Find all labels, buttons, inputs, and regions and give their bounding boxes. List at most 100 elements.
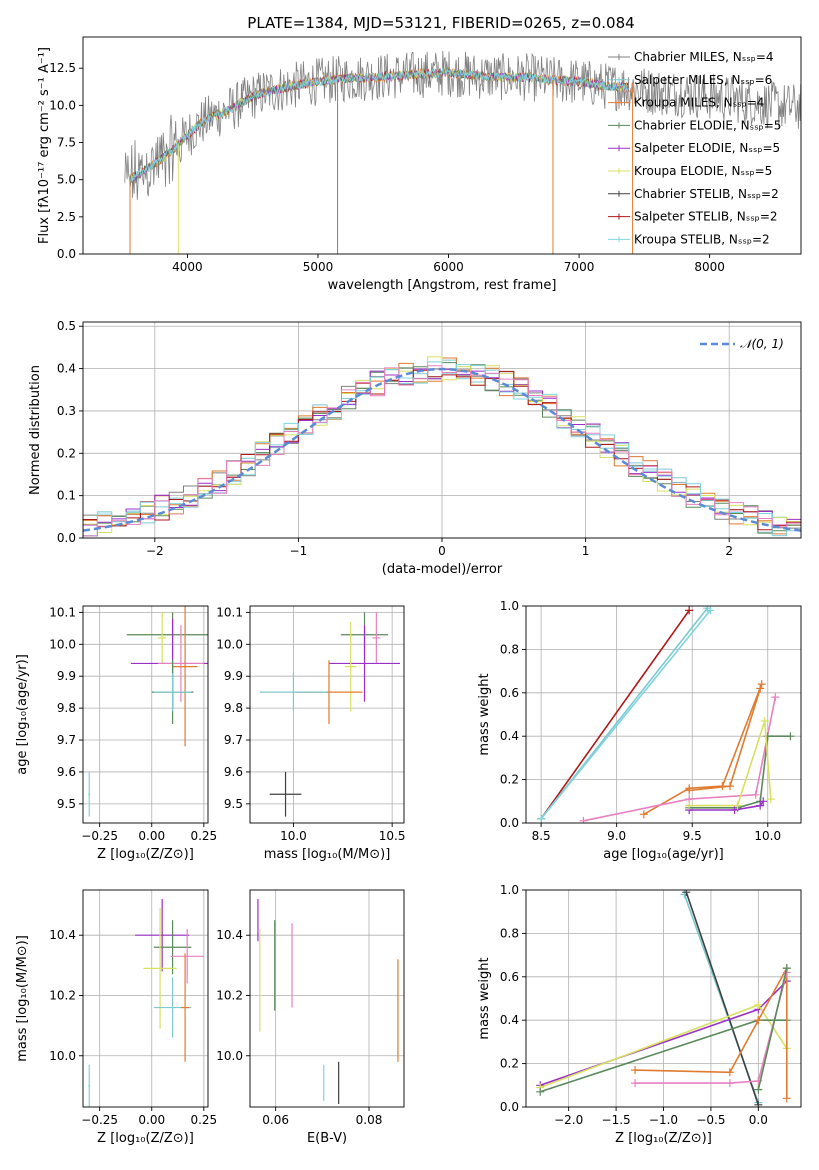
y-tick-label: 2.5 — [57, 210, 76, 224]
mass-weight-point — [536, 1087, 545, 1096]
mass-weight-point — [579, 816, 588, 823]
spectrum-series-line — [129, 67, 629, 182]
mass-weight-point — [754, 1016, 763, 1025]
x-tick-label: 0 — [438, 544, 446, 558]
x-tick-label: 8000 — [694, 260, 725, 274]
mass-weight-point — [685, 801, 694, 810]
spectrum-series-line — [129, 67, 634, 183]
mass-weight-point — [631, 1066, 640, 1075]
y-tick-label: 0.8 — [500, 926, 519, 940]
panel-spectrum: 4000 5000 6000 7000 8000 0.0 2.5 5.0 7.5 10.0 12.5… — [37, 36, 802, 293]
x-tick-label: 10.5 — [379, 829, 406, 843]
y-tick-label: 9.7 — [57, 733, 76, 747]
x-tick-label: 10.0 — [754, 829, 781, 843]
x-tick-label: −0.25 — [81, 1113, 118, 1127]
y-tick-label: 12.5 — [49, 61, 76, 75]
plot-area-mass-vs-Z — [88, 899, 204, 1107]
y-tick-label: 9.9 — [224, 669, 243, 683]
x-tick-label: 0.06 — [262, 1113, 289, 1127]
y-tick-label: 10.0 — [49, 637, 76, 651]
y-tick-label: 0.4 — [500, 1013, 519, 1027]
panel-age-vs-Z: −0.25 0.00 0.25 9.5 9.6 9.7 9.8 9.9 10.0 10.1 Z [l… — [15, 605, 217, 862]
y-axis-label: Flux [fλ10⁻¹⁷ erg cm⁻² s⁻¹ A⁻¹] — [37, 47, 52, 244]
mass-weight-series-line — [685, 891, 760, 1106]
x-tick-label: −0.25 — [81, 829, 118, 843]
legend-label: Salpeter ELODIE, Nₛₛₚ=5 — [634, 141, 780, 155]
axes-frame — [82, 605, 209, 824]
mass-weight-point — [537, 814, 546, 823]
y-tick-label: 0.1 — [57, 489, 76, 503]
mass-weight-point — [733, 801, 742, 810]
x-tick-label: 0.0 — [749, 1113, 768, 1127]
x-tick-label: 4000 — [172, 260, 203, 274]
mass-weight-point — [760, 717, 769, 726]
y-tick-label: 0.6 — [500, 970, 519, 984]
mass-weight-point — [682, 890, 691, 897]
plot-area-massweight-vs-Z — [536, 890, 791, 1107]
y-tick-label: 10.0 — [216, 637, 243, 651]
mass-weight-point — [756, 801, 765, 810]
legend-label: Kroupa ELODIE, Nₛₛₚ=5 — [634, 164, 772, 178]
y-tick-label: 0.2 — [500, 1057, 519, 1071]
panel-massweight-vs-age: 8.5 9.0 9.5 10.0 0.0 0.2 0.4 0.6 0.8 1.0 age [log₁… — [477, 599, 802, 862]
legend-label: Salpeter MILES, Nₛₛₚ=6 — [634, 73, 772, 87]
mass-weight-point — [782, 964, 791, 973]
x-axis-label: Z [log₁₀(Z/Z⊙)] — [97, 1131, 194, 1146]
y-tick-label: 0.8 — [500, 642, 519, 656]
axes-frame — [249, 605, 405, 824]
y-tick-label: 10.2 — [49, 988, 76, 1002]
plot-area-age-vs-Z — [88, 606, 208, 817]
legend-label: 𝒩(0, 1) — [740, 337, 784, 351]
y-tick-label: 0.6 — [500, 686, 519, 700]
axes-frame — [82, 889, 209, 1108]
legend-label: Kroupa STELIB, Nₛₛₚ=2 — [634, 232, 770, 246]
x-tick-label: 0.25 — [190, 1113, 217, 1127]
x-tick-label: 10.0 — [280, 829, 307, 843]
plot-area-residuals — [83, 356, 801, 538]
mass-weight-point — [757, 680, 766, 689]
x-tick-label: 9.0 — [607, 829, 626, 843]
y-tick-label: 0.0 — [57, 531, 76, 545]
normal-curve — [83, 367, 801, 532]
panel-mass-vs-EBV: 0.06 0.08 10.0 10.2 10.4 E(B-V) — [216, 889, 405, 1146]
y-tick-label: 0.0 — [57, 247, 76, 261]
panel-age-vs-mass: 10.0 10.5 9.5 9.6 9.7 9.8 9.9 10.0 10.1 mass [log… — [216, 605, 405, 862]
mass-weight-series-line — [757, 967, 788, 1090]
panel-residuals: −2 −1 0 1 2 0.0 0.1 0.2 0.3 0.4 0.5 (data-model)/er… — [28, 319, 802, 577]
y-tick-label: 0.5 — [57, 319, 76, 333]
x-tick-label: 0.25 — [190, 829, 217, 843]
x-axis-label: wavelength [Angstrom, rest frame] — [328, 278, 557, 293]
x-tick-label: −2.0 — [554, 1113, 583, 1127]
mass-weight-point — [782, 1094, 791, 1103]
y-tick-label: 9.6 — [57, 765, 76, 779]
mass-weight-point — [786, 732, 795, 741]
mass-weight-point — [754, 1100, 763, 1107]
y-tick-label: 0.4 — [500, 729, 519, 743]
mass-weight-point — [754, 1001, 763, 1010]
mass-weight-point — [631, 1079, 640, 1088]
y-tick-label: 10.4 — [49, 928, 76, 942]
mass-weight-series-line — [540, 609, 690, 820]
x-tick-label: 2 — [725, 544, 733, 558]
y-tick-label: 10.2 — [216, 988, 243, 1002]
mass-weight-series-line — [689, 688, 761, 792]
plot-area-mass-vs-EBV — [257, 899, 399, 1104]
mass-weight-series-line — [689, 800, 764, 811]
y-axis-label: mass weight — [477, 673, 492, 755]
mass-weight-point — [730, 805, 739, 814]
x-tick-label: 7000 — [564, 260, 595, 274]
mass-weight-point — [751, 790, 760, 799]
y-axis-label: mass [log₁₀(M/M⊙)] — [15, 935, 30, 1062]
axes-frame — [82, 36, 802, 255]
y-tick-label: 0.4 — [57, 362, 76, 376]
plot-area-spectrum — [124, 50, 801, 254]
figure-title: PLATE=1384, MJD=53121, FIBERID=0265, z=0… — [247, 14, 634, 32]
x-axis-label: mass [log₁₀(M/M⊙)] — [264, 847, 391, 862]
x-tick-label: −2 — [146, 544, 164, 558]
legend-label: Salpeter STELIB, Nₛₛₚ=2 — [634, 210, 778, 224]
y-axis-label: age [log₁₀(age/yr)] — [15, 654, 30, 775]
y-tick-label: 9.9 — [57, 669, 76, 683]
x-tick-label: −1 — [290, 544, 308, 558]
y-tick-label: 9.5 — [224, 797, 243, 811]
